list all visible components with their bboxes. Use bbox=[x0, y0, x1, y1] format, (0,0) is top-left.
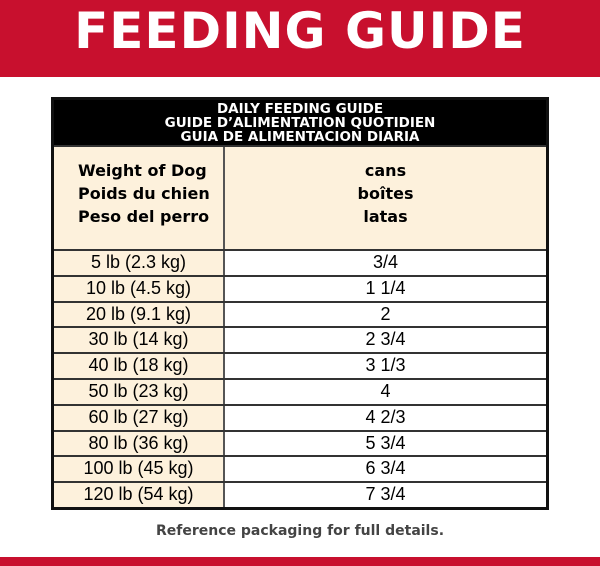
weight-header-fr: Poids du chien bbox=[78, 184, 210, 203]
weight-cell: 40 lb (18 kg) bbox=[54, 354, 225, 378]
title-fr: GUIDE D’ALIMENTATION QUOTIDIEN bbox=[164, 115, 436, 131]
amount-cell: 3/4 bbox=[225, 251, 546, 275]
amount-header-fr: boîtes bbox=[357, 184, 414, 203]
weight-header-en: Weight of Dog bbox=[78, 161, 207, 180]
title-es: GUIA DE ALIMENTACION DIARIA bbox=[180, 129, 420, 145]
weight-cell: 30 lb (14 kg) bbox=[54, 328, 225, 353]
table-row: 50 lb (23 kg) 4 bbox=[54, 377, 546, 404]
table-row: 20 lb (9.1 kg) 2 bbox=[54, 300, 546, 327]
table-row: 80 lb (36 kg) 5 3/4 bbox=[54, 429, 546, 456]
amount-cell: 3 1/3 bbox=[225, 354, 546, 378]
amount-cell: 5 3/4 bbox=[225, 431, 546, 456]
amount-cell: 7 3/4 bbox=[225, 483, 546, 507]
table-title: DAILY FEEDING GUIDE GUIDE D’ALIMENTATION… bbox=[54, 100, 546, 145]
weight-cell: 20 lb (9.1 kg) bbox=[54, 302, 225, 327]
table-row: 30 lb (14 kg) 2 3/4 bbox=[54, 326, 546, 353]
bottom-bar bbox=[0, 557, 600, 566]
weight-cell: 10 lb (4.5 kg) bbox=[54, 276, 225, 301]
weight-cell: 60 lb (27 kg) bbox=[54, 405, 225, 430]
weight-header-es: Peso del perro bbox=[78, 207, 210, 226]
table-row: 5 lb (2.3 kg) 3/4 bbox=[54, 249, 546, 275]
weight-cell: 5 lb (2.3 kg) bbox=[54, 251, 225, 275]
feeding-table: DAILY FEEDING GUIDE GUIDE D’ALIMENTATION… bbox=[51, 97, 549, 510]
table-row: 120 lb (54 kg) 7 3/4 bbox=[54, 481, 546, 507]
header-row: Weight of Dog Poids du chien Peso del pe… bbox=[54, 145, 546, 249]
title-en: DAILY FEEDING GUIDE bbox=[216, 101, 384, 117]
weight-cell: 120 lb (54 kg) bbox=[54, 483, 225, 507]
footnote: Reference packaging for full details. bbox=[155, 523, 445, 539]
weight-cell: 80 lb (36 kg) bbox=[54, 431, 225, 456]
amount-cell: 6 3/4 bbox=[225, 457, 546, 482]
amount-header-en: cans bbox=[364, 161, 407, 180]
amount-cell: 4 bbox=[225, 379, 546, 404]
table-row: 40 lb (18 kg) 3 1/3 bbox=[54, 352, 546, 378]
amount-cell: 2 bbox=[225, 302, 546, 327]
weight-cell: 100 lb (45 kg) bbox=[54, 457, 225, 482]
table-row: 100 lb (45 kg) 6 3/4 bbox=[54, 455, 546, 482]
table-row: 10 lb (4.5 kg) 1 1/4 bbox=[54, 274, 546, 301]
amount-header-es: latas bbox=[363, 207, 408, 226]
page-title: FEEDING GUIDE bbox=[0, 0, 600, 77]
amount-cell: 4 2/3 bbox=[225, 405, 546, 430]
amount-header: cans boîtes latas bbox=[225, 147, 546, 249]
table-row: 60 lb (27 kg) 4 2/3 bbox=[54, 403, 546, 430]
amount-cell: 2 3/4 bbox=[225, 328, 546, 353]
weight-cell: 50 lb (23 kg) bbox=[54, 379, 225, 404]
amount-cell: 1 1/4 bbox=[225, 276, 546, 301]
weight-header: Weight of Dog Poids du chien Peso del pe… bbox=[54, 147, 225, 249]
